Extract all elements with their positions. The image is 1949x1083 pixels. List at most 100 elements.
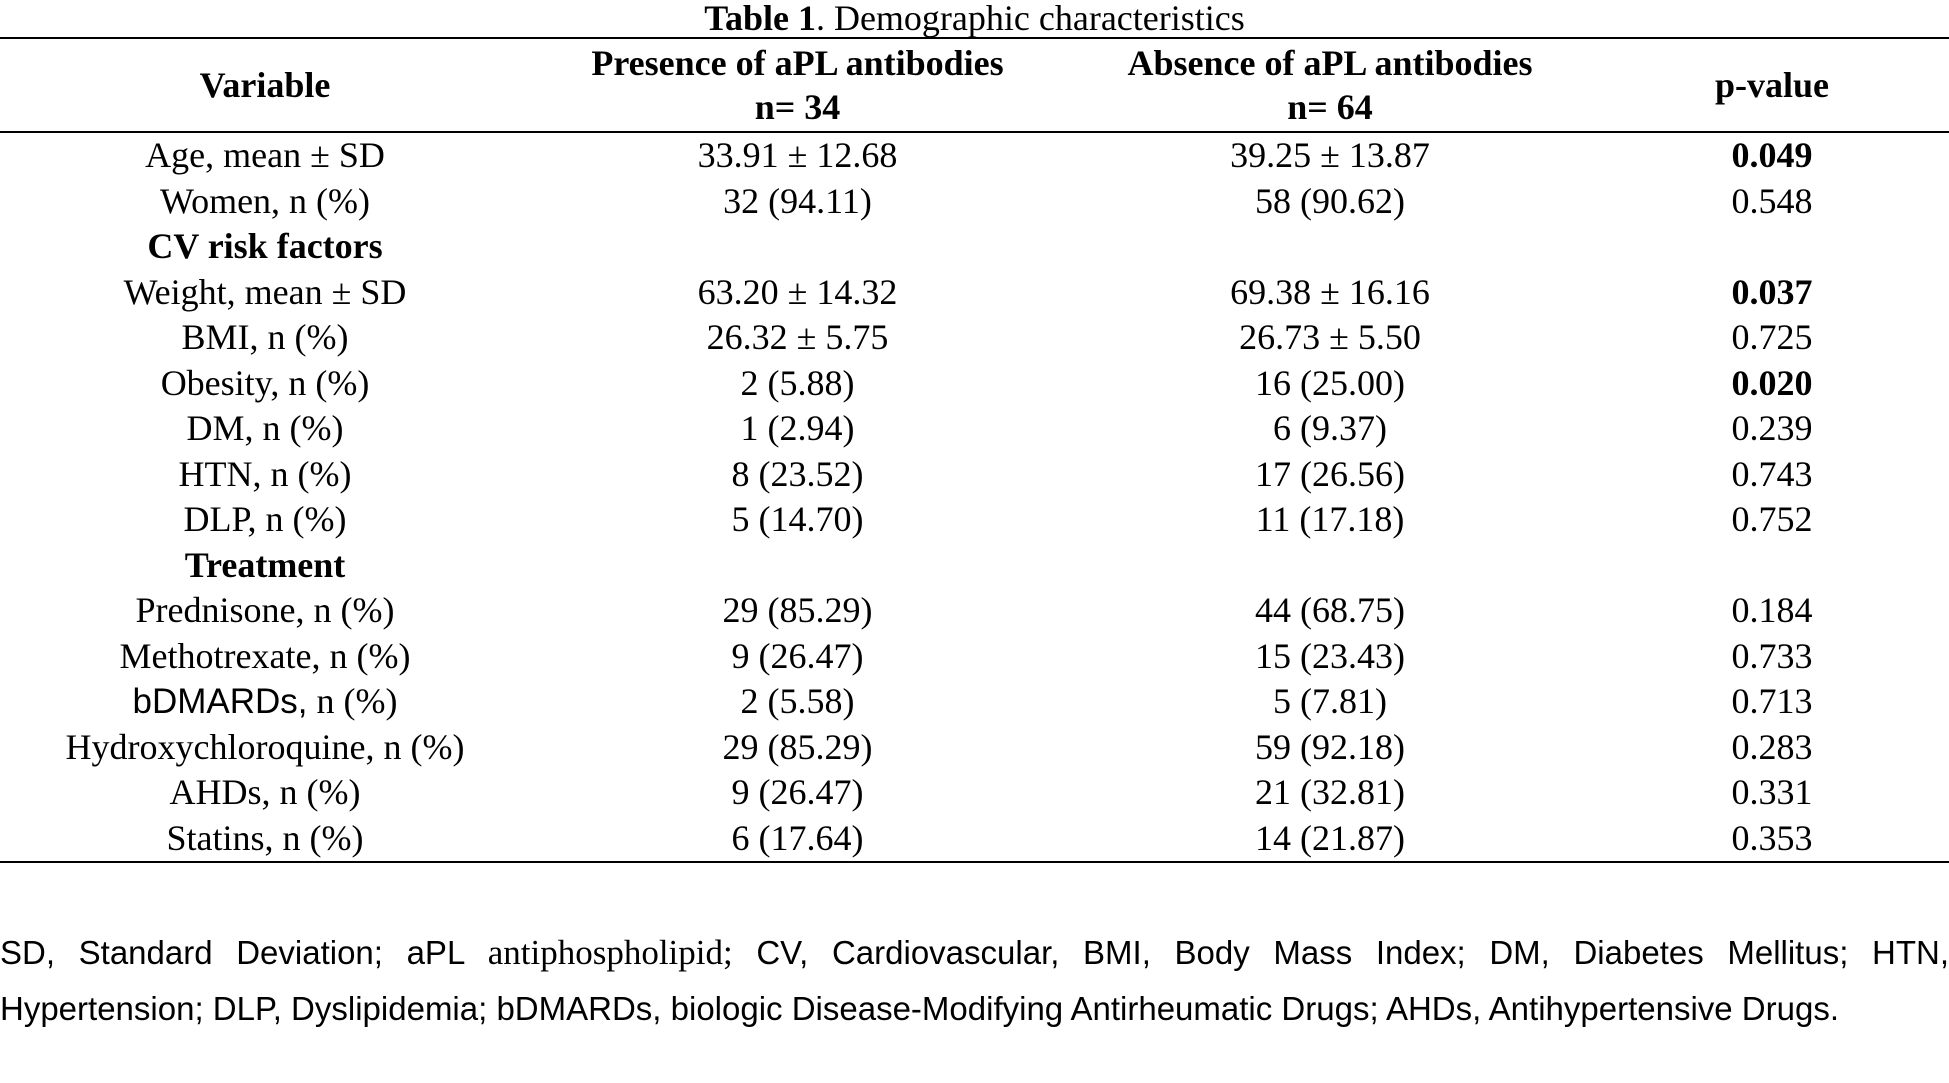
table-row: HTN, n (%) 8 (23.52) 17 (26.56) 0.743 (0, 452, 1949, 498)
table-row: Prednisone, n (%) 29 (85.29) 44 (68.75) 0.1… (0, 588, 1949, 634)
cell-variable: DM, n (%) (186, 408, 344, 448)
empty-cell (530, 224, 1065, 270)
cell-presence: 29 (85.29) (722, 590, 873, 630)
header-presence-n: n= 34 (754, 87, 841, 127)
header-row: Variable Presence of aPL antibodies n= 3… (0, 38, 1949, 132)
cell-pvalue: 0.752 (1731, 499, 1813, 539)
cell-presence: 9 (26.47) (731, 635, 864, 676)
cell-absence: 6 (9.37) (1273, 408, 1387, 448)
cell-presence: 63.20 ± 14.32 (697, 271, 898, 312)
table-row: Statins, n (%) 6 (17.64) 14 (21.87) 0.353 (0, 816, 1949, 862)
cell-pvalue: 0.353 (1731, 817, 1813, 858)
cell-pvalue: 0.725 (1731, 317, 1813, 357)
cell-pvalue: 0.713 (1731, 681, 1813, 721)
section-row: Treatment (0, 543, 1949, 589)
cell-pvalue: 0.733 (1731, 635, 1813, 676)
table-caption: Table 1. Demographic characteristics (0, 0, 1949, 36)
cell-variable-sans: bDMARDs, (132, 682, 308, 721)
table-row: BMI, n (%) 26.32 ± 5.75 26.73 ± 5.50 0.725 (0, 315, 1949, 361)
empty-cell (1595, 543, 1949, 589)
cell-presence: 2 (5.88) (740, 362, 855, 403)
cell-variable: Methotrexate, n (%) (119, 635, 411, 676)
cell-variable: Prednisone, n (%) (135, 590, 395, 630)
cell-absence: 5 (7.81) (1273, 681, 1387, 721)
footnote-part2: antiphospholipid; (487, 933, 733, 972)
table-caption-text: . Demographic characteristics (815, 0, 1245, 38)
header-absence: Absence of aPL antibodies n= 64 (1065, 38, 1595, 132)
cell-variable: BMI, n (%) (181, 317, 349, 357)
cell-absence: 26.73 ± 5.50 (1239, 317, 1421, 357)
cell-presence: 2 (5.58) (740, 681, 855, 721)
demographics-table: Variable Presence of aPL antibodies n= 3… (0, 37, 1949, 863)
cell-pvalue: 0.037 (1731, 271, 1813, 312)
section-label: Treatment (184, 544, 346, 585)
section-label: CV risk factors (147, 226, 383, 266)
cell-pvalue: 0.184 (1731, 590, 1813, 630)
empty-cell (1065, 543, 1595, 589)
cell-absence: 59 (92.18) (1255, 726, 1405, 767)
empty-cell (1065, 224, 1595, 270)
table-row: bDMARDs, n (%) 2 (5.58) 5 (7.81) 0.713 (0, 679, 1949, 725)
table-caption-label: Table 1 (704, 0, 816, 38)
cell-pvalue: 0.020 (1731, 362, 1813, 403)
cell-absence: 58 (90.62) (1255, 180, 1405, 221)
table-row: DLP, n (%) 5 (14.70) 11 (17.18) 0.752 (0, 497, 1949, 543)
cell-pvalue: 0.548 (1731, 180, 1813, 221)
cell-presence: 1 (2.94) (740, 408, 855, 448)
cell-pvalue: 0.331 (1731, 772, 1813, 812)
cell-variable: Weight, mean ± SD (123, 271, 407, 312)
cell-pvalue: 0.239 (1731, 408, 1813, 448)
cell-presence: 6 (17.64) (731, 817, 864, 858)
cell-variable-rest: n (%) (307, 681, 398, 721)
footnote-part3: CV, Cardiovascular, BMI, Body Mass Index… (0, 934, 1949, 1027)
cell-absence: 44 (68.75) (1255, 590, 1405, 630)
cell-presence: 8 (23.52) (731, 453, 864, 494)
cell-presence: 5 (14.70) (731, 499, 864, 539)
cell-absence: 15 (23.43) (1255, 635, 1405, 676)
table-row: Obesity, n (%) 2 (5.88) 16 (25.00) 0.020 (0, 361, 1949, 407)
cell-pvalue: 0.743 (1731, 453, 1813, 494)
table-header: Variable Presence of aPL antibodies n= 3… (0, 38, 1949, 132)
header-pvalue: p-value (1714, 65, 1829, 105)
cell-presence: 26.32 ± 5.75 (706, 317, 889, 357)
cell-variable: DLP, n (%) (183, 499, 347, 539)
cell-variable: Statins, n (%) (166, 817, 364, 858)
cell-absence: 11 (17.18) (1255, 499, 1405, 539)
empty-cell (1595, 224, 1949, 270)
table-row: Age, mean ± SD 33.91 ± 12.68 39.25 ± 13.87… (0, 132, 1949, 179)
cell-variable: Women, n (%) (159, 180, 371, 221)
header-variable: Variable (199, 65, 331, 105)
table-footnote: SD, Standard Deviation; aPL antiphosphol… (0, 925, 1949, 1037)
table-row: Methotrexate, n (%) 9 (26.47) 15 (23.43) 0.… (0, 634, 1949, 680)
cell-pvalue: 0.049 (1731, 135, 1813, 175)
header-absence-n: n= 64 (1287, 87, 1373, 127)
cell-absence: 14 (21.87) (1255, 817, 1405, 858)
table-row: Hydroxychloroquine, n (%) 29 (85.29) 59 (9… (0, 725, 1949, 771)
cell-variable: HTN, n (%) (178, 453, 352, 494)
cell-presence: 9 (26.47) (731, 772, 864, 812)
empty-cell (530, 543, 1065, 589)
cell-absence: 39.25 ± 13.87 (1230, 135, 1430, 175)
footnote-part1: SD, Standard Deviation; aPL (0, 934, 488, 971)
cell-absence: 17 (26.56) (1255, 453, 1405, 494)
table-row: DM, n (%) 1 (2.94) 6 (9.37) 0.239 (0, 406, 1949, 452)
table-row: Weight, mean ± SD 63.20 ± 14.32 69.38 ± 16… (0, 270, 1949, 316)
cell-absence: 69.38 ± 16.16 (1230, 271, 1430, 312)
cell-pvalue: 0.283 (1731, 726, 1813, 767)
cell-presence: 32 (94.11) (723, 180, 872, 221)
header-absence-title: Absence of aPL antibodies (1127, 43, 1533, 83)
cell-variable: Obesity, n (%) (160, 362, 370, 403)
table-row: AHDs, n (%) 9 (26.47) 21 (32.81) 0.331 (0, 770, 1949, 816)
header-presence-title: Presence of aPL antibodies (591, 43, 1004, 83)
table-body: Age, mean ± SD 33.91 ± 12.68 39.25 ± 13.87… (0, 132, 1949, 862)
cell-absence: 21 (32.81) (1255, 772, 1405, 812)
cell-presence: 33.91 ± 12.68 (697, 135, 898, 175)
header-presence: Presence of aPL antibodies n= 34 (530, 38, 1065, 132)
table-row: Women, n (%) 32 (94.11) 58 (90.62) 0.548 (0, 179, 1949, 225)
cell-presence: 29 (85.29) (722, 726, 873, 767)
cell-variable: bDMARDs, n (%) (0, 679, 530, 725)
cell-variable: AHDs, n (%) (169, 772, 361, 812)
section-row: CV risk factors (0, 224, 1949, 270)
cell-variable: Hydroxychloroquine, n (%) (65, 726, 465, 767)
cell-variable: Age, mean ± SD (145, 135, 385, 175)
